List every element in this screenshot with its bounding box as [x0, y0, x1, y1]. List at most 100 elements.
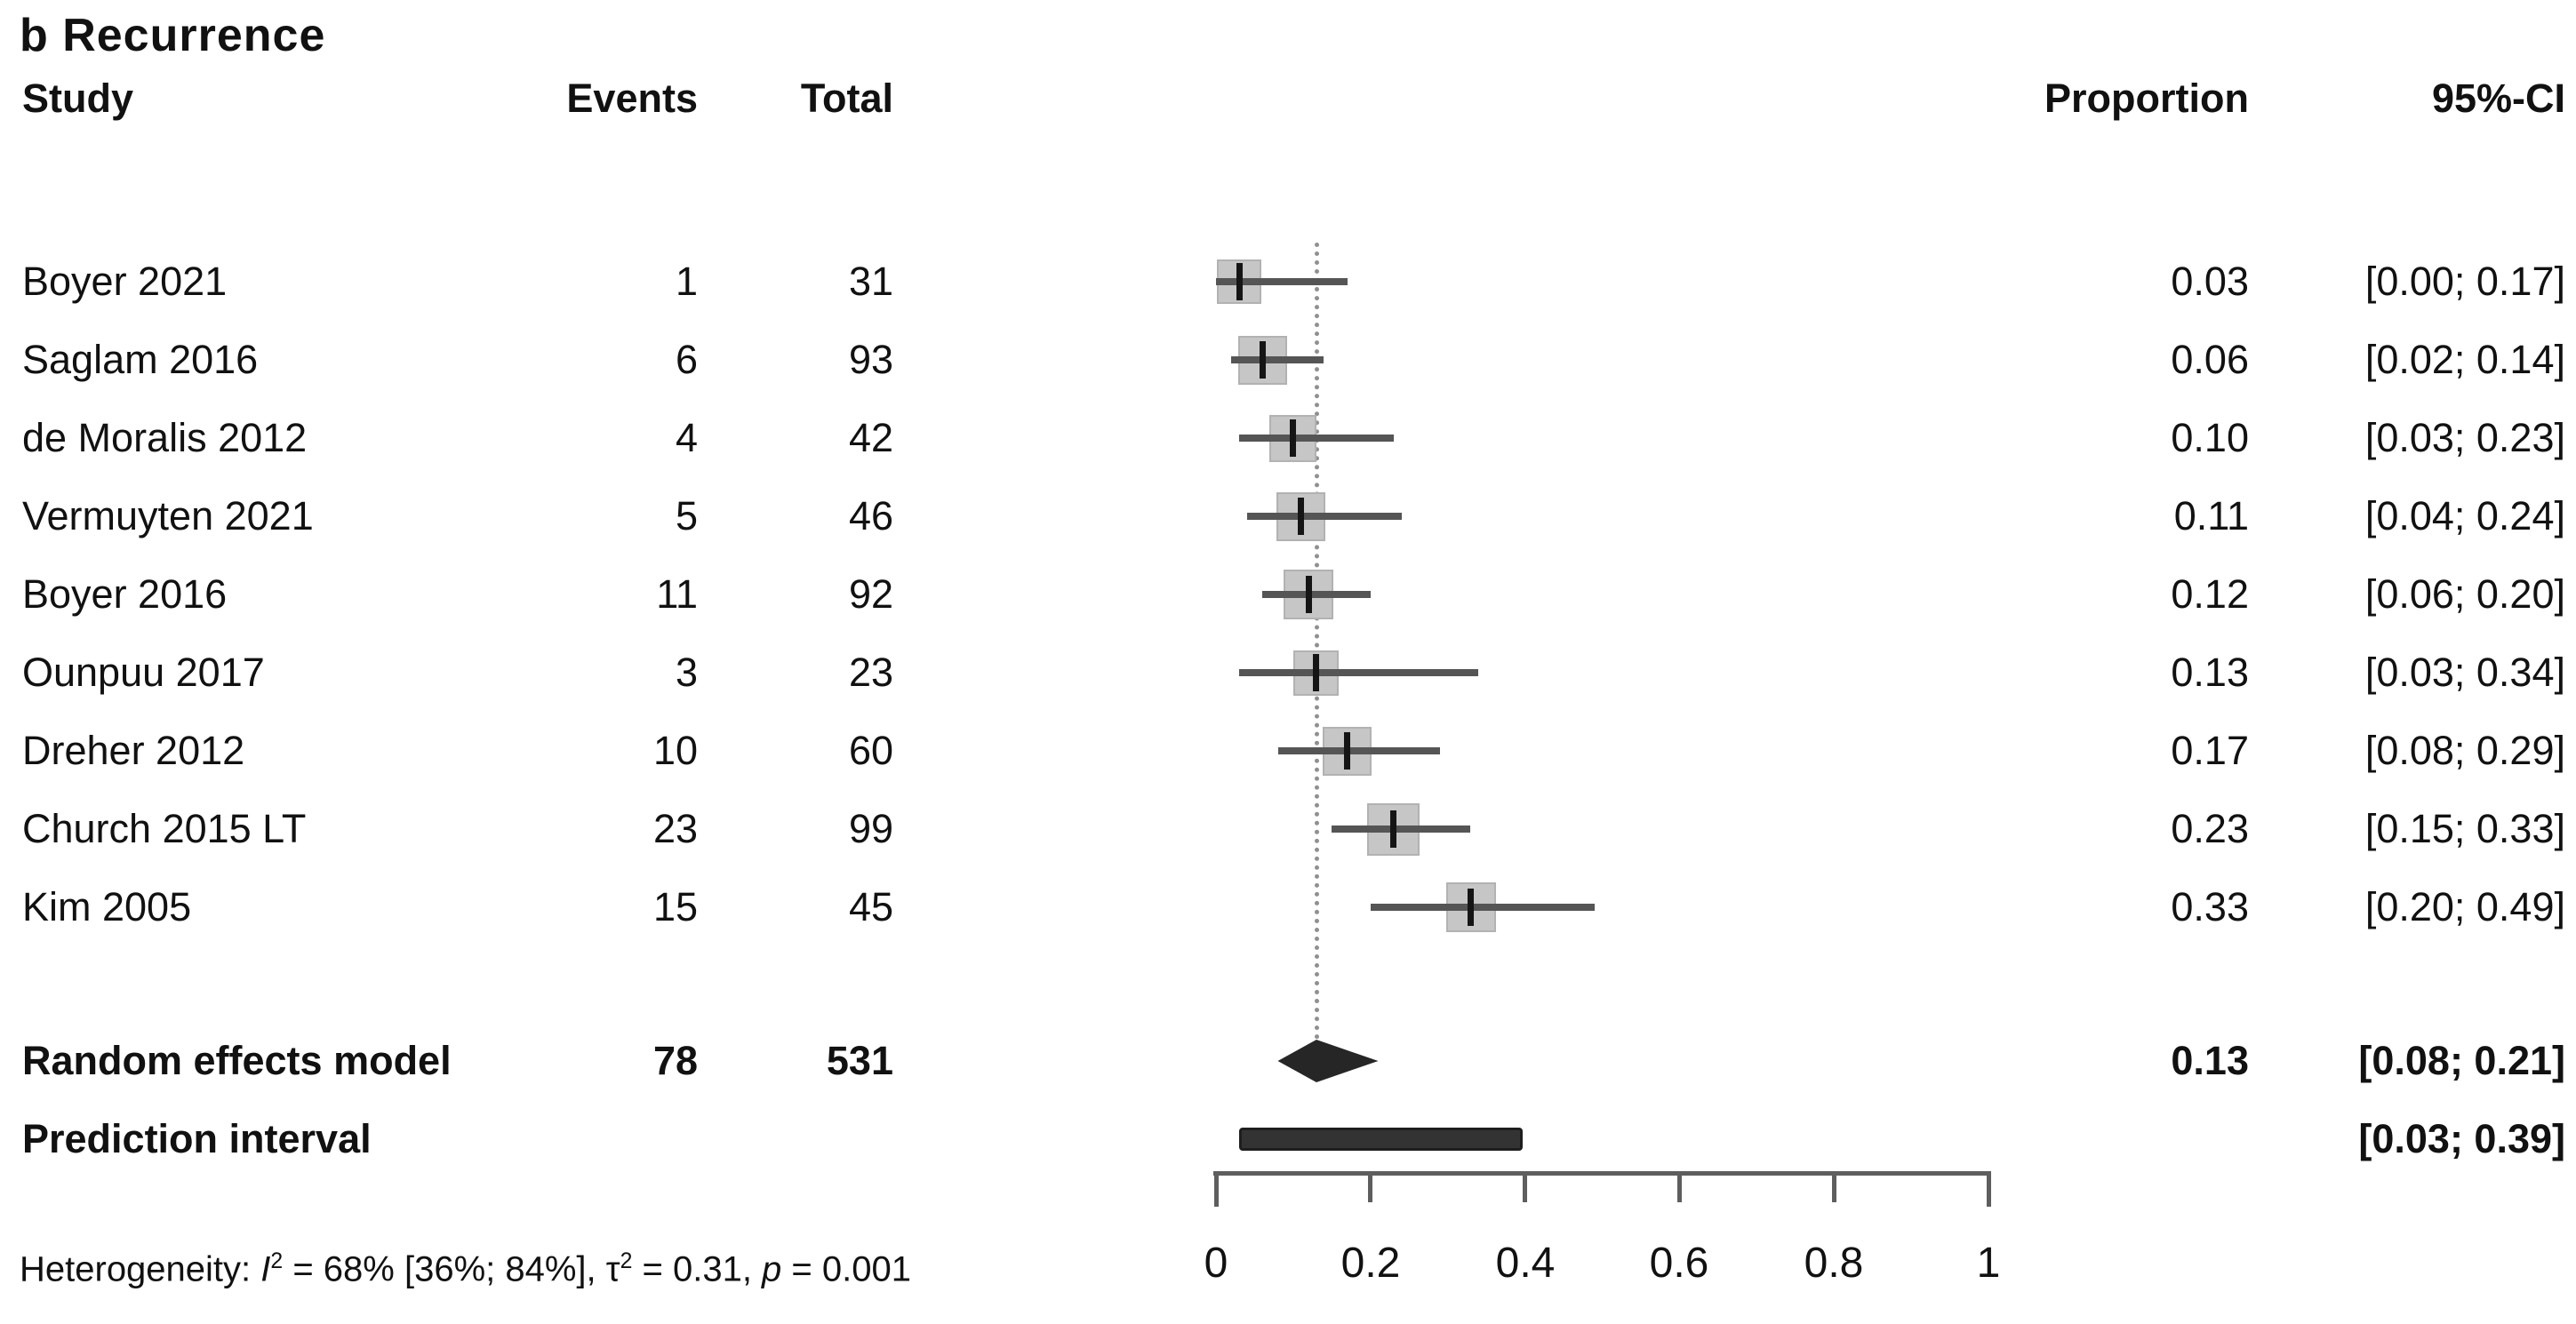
study-total: 23 — [848, 650, 893, 695]
study-events: 23 — [652, 806, 698, 851]
study-total: 31 — [848, 259, 893, 304]
axis-tick-label: 0.4 — [1495, 1240, 1556, 1287]
study-ci: [0.03; 0.23] — [2364, 415, 2565, 460]
prediction-ci: [0.03; 0.39] — [2358, 1116, 2565, 1161]
point-estimate-tick — [1290, 419, 1296, 457]
axis-tick — [1523, 1171, 1527, 1202]
study-name: Vermuyten 2021 — [22, 493, 314, 538]
axis-tick-label: 0 — [1204, 1240, 1228, 1287]
study-proportion: 0.23 — [2171, 806, 2249, 851]
heterogeneity-segment: p — [762, 1249, 782, 1289]
reference-line — [1315, 243, 1319, 1040]
study-proportion: 0.10 — [2171, 415, 2249, 460]
summary-label: Random effects model — [22, 1038, 452, 1083]
study-name: Ounpuu 2017 — [22, 650, 265, 695]
column-header-total: Total — [800, 76, 893, 121]
study-ci: [0.15; 0.33] — [2364, 806, 2565, 851]
study-proportion: 0.06 — [2171, 337, 2249, 382]
study-ci: [0.08; 0.29] — [2364, 728, 2565, 773]
prediction-bar — [1239, 1128, 1523, 1151]
heterogeneity-segment: = 0.001 — [781, 1249, 911, 1289]
heterogeneity-segment: I — [260, 1249, 271, 1289]
study-proportion: 0.13 — [2171, 650, 2249, 695]
study-total: 92 — [848, 571, 893, 617]
study-proportion: 0.17 — [2171, 728, 2249, 773]
study-ci: [0.04; 0.24] — [2364, 493, 2565, 538]
study-total: 45 — [848, 884, 893, 929]
study-ci: [0.06; 0.20] — [2364, 571, 2565, 617]
axis-tick-label: 1 — [1976, 1240, 2001, 1287]
study-total: 42 — [848, 415, 893, 460]
study-events: 1 — [675, 259, 698, 304]
study-ci: [0.03; 0.34] — [2364, 650, 2565, 695]
study-proportion: 0.11 — [2173, 493, 2249, 538]
point-estimate-tick — [1298, 498, 1304, 535]
ci-line — [1239, 669, 1478, 676]
study-proportion: 0.03 — [2171, 259, 2249, 304]
axis-tick-label: 0.6 — [1649, 1240, 1709, 1287]
study-name: Saglam 2016 — [22, 337, 259, 382]
ci-line — [1262, 591, 1371, 598]
axis-tick — [1987, 1171, 1991, 1207]
axis-line — [1213, 1171, 1991, 1176]
study-events: 11 — [656, 571, 698, 617]
ci-line — [1216, 278, 1348, 285]
summary-diamond — [1277, 1040, 1379, 1082]
axis-tick-label: 0.2 — [1340, 1240, 1401, 1287]
study-total: 99 — [848, 806, 893, 851]
study-events: 6 — [675, 337, 698, 382]
study-events: 4 — [675, 415, 698, 460]
study-events: 15 — [652, 884, 698, 929]
study-total: 46 — [848, 493, 893, 538]
heterogeneity-segment: 2 — [270, 1249, 284, 1273]
study-name: de Moralis 2012 — [22, 415, 308, 460]
study-name: Dreher 2012 — [22, 728, 245, 773]
heterogeneity-segment: Heterogeneity: — [20, 1249, 261, 1289]
ci-line — [1371, 904, 1595, 911]
axis-tick — [1832, 1171, 1836, 1202]
axis-tick-label: 0.8 — [1804, 1240, 1864, 1287]
study-total: 93 — [848, 337, 893, 382]
ci-line — [1247, 513, 1402, 520]
study-proportion: 0.33 — [2171, 884, 2249, 929]
summary-ci: [0.08; 0.21] — [2358, 1038, 2565, 1083]
study-name: Boyer 2021 — [22, 259, 228, 304]
study-events: 10 — [652, 728, 698, 773]
study-name: Kim 2005 — [22, 884, 192, 929]
heterogeneity-segment: 2 — [620, 1249, 633, 1273]
column-header-events: Events — [566, 76, 698, 121]
heterogeneity-segment: τ — [605, 1249, 620, 1289]
ci-line — [1231, 356, 1324, 363]
prediction-label: Prediction interval — [22, 1116, 372, 1161]
study-name: Church 2015 LT — [22, 806, 307, 851]
point-estimate-tick — [1306, 576, 1312, 613]
point-estimate-tick — [1390, 810, 1396, 848]
axis-tick — [1368, 1171, 1372, 1202]
study-events: 3 — [675, 650, 698, 695]
column-header-proportion: Proportion — [2044, 76, 2249, 121]
heterogeneity-segment: = 68% [36%; 84%], — [283, 1249, 606, 1289]
point-estimate-tick — [1313, 654, 1319, 691]
ci-line — [1239, 435, 1394, 442]
column-header-study: Study — [22, 76, 134, 121]
axis-tick — [1677, 1171, 1682, 1202]
point-estimate-tick — [1236, 263, 1243, 300]
point-estimate-tick — [1260, 341, 1266, 379]
study-ci: [0.02; 0.14] — [2364, 337, 2565, 382]
ci-line — [1332, 826, 1470, 833]
column-header-95ci: 95%-CI — [2431, 76, 2565, 121]
axis-tick — [1214, 1171, 1219, 1207]
study-ci: [0.00; 0.17] — [2364, 259, 2565, 304]
study-name: Boyer 2016 — [22, 571, 228, 617]
point-estimate-tick — [1468, 889, 1474, 926]
summary-events: 78 — [652, 1038, 698, 1083]
study-ci: [0.20; 0.49] — [2364, 884, 2565, 929]
study-events: 5 — [675, 493, 698, 538]
summary-total: 531 — [826, 1038, 893, 1083]
ci-line — [1278, 747, 1440, 754]
summary-proportion: 0.13 — [2171, 1038, 2249, 1083]
point-estimate-tick — [1344, 732, 1350, 770]
study-total: 60 — [848, 728, 893, 773]
heterogeneity-segment: = 0.31, — [632, 1249, 763, 1289]
